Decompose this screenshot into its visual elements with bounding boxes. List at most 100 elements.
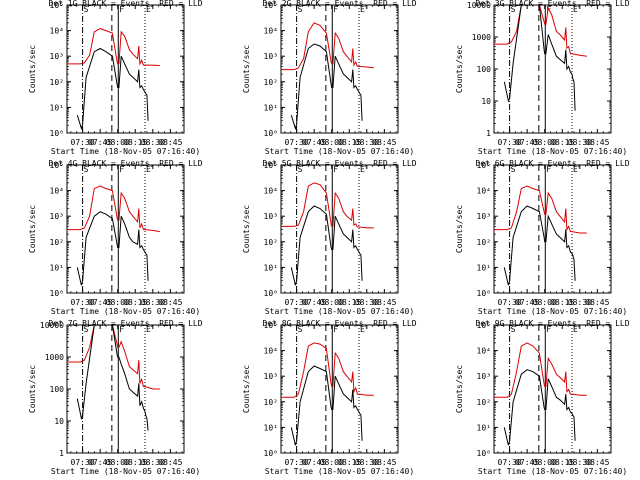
x-tick-label: 08:30 — [568, 138, 592, 147]
y-tick-label: 10¹ — [264, 423, 278, 432]
x-tick-label: 08:15 — [550, 138, 574, 147]
panel-title: Det 7G BLACK = Events, RED = LLD — [48, 319, 202, 328]
end-marker-label: E — [573, 5, 578, 14]
y-tick-label: 10⁰ — [50, 289, 64, 298]
y-tick-label: 1 — [59, 449, 64, 458]
x-tick-label: 08:00 — [106, 298, 130, 307]
start-marker-label: S — [511, 165, 516, 174]
panel-title: Det 4G BLACK = Events, RED = LLD — [48, 159, 202, 168]
y-tick-label: 10⁰ — [264, 449, 278, 458]
x-tick-label: 08:30 — [141, 458, 165, 467]
y-axis-label: Counts/sec — [455, 205, 464, 253]
start-marker-label: S — [84, 5, 89, 14]
x-tick-label: 08:00 — [533, 138, 557, 147]
lld-series-line — [281, 182, 374, 229]
x-axis-label: Start Time (18-Nov-05 07:16:40) — [478, 307, 627, 316]
x-tick-label: 08:45 — [585, 298, 609, 307]
y-tick-label: 10⁴ — [264, 347, 278, 356]
y-tick-label: 10⁵ — [50, 161, 64, 170]
detector-panel: Det 9G BLACK = Events, RED = LLD 10⁰ 10¹ 10… — [455, 319, 630, 476]
x-tick-label: 08:15 — [550, 298, 574, 307]
x-tick-label: 08:30 — [355, 138, 379, 147]
y-tick-label: 10² — [50, 238, 64, 247]
lld-series-line — [67, 28, 160, 67]
events-series-line — [503, 369, 576, 446]
x-tick-label: 08:15 — [337, 138, 361, 147]
y-tick-label: 1000 — [45, 353, 64, 362]
x-tick-label: 08:30 — [568, 458, 592, 467]
x-tick-label: 07:45 — [302, 298, 326, 307]
y-tick-label: 10³ — [477, 212, 491, 221]
flare-marker-label: F — [119, 325, 124, 334]
x-tick-label: 07:45 — [88, 298, 112, 307]
y-tick-label: 10000 — [40, 321, 64, 330]
y-tick-label: 10³ — [264, 212, 278, 221]
y-tick-label: 10⁰ — [477, 289, 491, 298]
y-axis-label: Counts/sec — [28, 45, 37, 93]
x-tick-label: 08:45 — [158, 458, 182, 467]
x-tick-label: 08:00 — [106, 138, 130, 147]
lld-series-line — [494, 342, 587, 398]
lld-series-line — [67, 185, 160, 233]
events-series-line — [290, 365, 363, 446]
y-tick-label: 100 — [50, 385, 65, 394]
x-tick-label: 08:00 — [320, 138, 344, 147]
y-tick-label: 10¹ — [477, 263, 491, 272]
y-tick-label: 10³ — [264, 372, 278, 381]
y-tick-label: 10¹ — [50, 263, 64, 272]
x-tick-label: 07:30 — [285, 298, 309, 307]
y-tick-label: 10000 — [467, 1, 491, 10]
x-tick-label: 08:45 — [372, 138, 396, 147]
x-tick-label: 07:30 — [71, 138, 95, 147]
detector-panel: Det 2G BLACK = Events, RED = LLD 10⁰ 10¹ 10… — [242, 0, 417, 156]
flare-marker-label: F — [119, 165, 124, 174]
x-tick-label: 08:45 — [585, 458, 609, 467]
y-tick-label: 10 — [481, 97, 491, 106]
panel-title: Det 6G BLACK = Events, RED = LLD — [475, 159, 629, 168]
plot-frame — [493, 164, 612, 294]
lld-series-line — [494, 185, 587, 234]
x-tick-label: 07:30 — [71, 298, 95, 307]
panel-title: Det 9G BLACK = Events, RED = LLD — [475, 319, 629, 328]
x-tick-label: 08:00 — [106, 458, 130, 467]
x-tick-label: 08:45 — [158, 138, 182, 147]
flare-marker-label: F — [546, 325, 551, 334]
start-marker-label: S — [298, 5, 303, 14]
start-marker-label: S — [298, 165, 303, 174]
y-axis-label: Counts/sec — [455, 45, 464, 93]
plot-frame — [66, 164, 185, 294]
end-marker-label: E — [360, 325, 365, 334]
y-axis-label: Counts/sec — [28, 205, 37, 253]
detector-panel: Det 8G BLACK = Events, RED = LLD 10⁰ 10¹ 10… — [242, 319, 417, 476]
y-tick-label: 10⁴ — [50, 187, 64, 196]
y-tick-label: 10⁴ — [50, 27, 64, 36]
detector-panel: Det 4G BLACK = Events, RED = LLD 10⁰ 10¹ 10… — [28, 159, 203, 316]
end-marker-label: E — [146, 165, 151, 174]
x-tick-label: 07:30 — [498, 458, 522, 467]
y-tick-label: 10² — [477, 398, 491, 407]
y-axis-label: Counts/sec — [242, 365, 251, 413]
x-tick-label: 08:45 — [158, 298, 182, 307]
x-tick-label: 07:30 — [498, 298, 522, 307]
detector-panel: Det 1G BLACK = Events, RED = LLD 10⁰ 10¹ 10… — [28, 0, 203, 156]
x-tick-label: 08:00 — [533, 298, 557, 307]
y-tick-label: 10⁰ — [264, 129, 278, 138]
plot-frame — [280, 324, 399, 454]
panel-title: Det 8G BLACK = Events, RED = LLD — [262, 319, 416, 328]
start-marker-label: S — [84, 325, 89, 334]
y-tick-label: 10³ — [50, 52, 64, 61]
x-tick-label: 07:45 — [88, 458, 112, 467]
detector-panel: Det 5G BLACK = Events, RED = LLD 10⁰ 10¹ 10… — [242, 159, 417, 316]
y-tick-label: 10⁴ — [264, 187, 278, 196]
x-tick-label: 08:00 — [320, 458, 344, 467]
events-series-line — [503, 205, 576, 286]
y-axis-label: Counts/sec — [242, 45, 251, 93]
panel-title: Det 1G BLACK = Events, RED = LLD — [48, 0, 202, 8]
flare-marker-label: F — [119, 5, 124, 14]
events-series-line — [76, 211, 149, 286]
y-tick-label: 10³ — [50, 212, 64, 221]
y-axis-label: Counts/sec — [242, 205, 251, 253]
y-tick-label: 10⁵ — [477, 161, 491, 170]
